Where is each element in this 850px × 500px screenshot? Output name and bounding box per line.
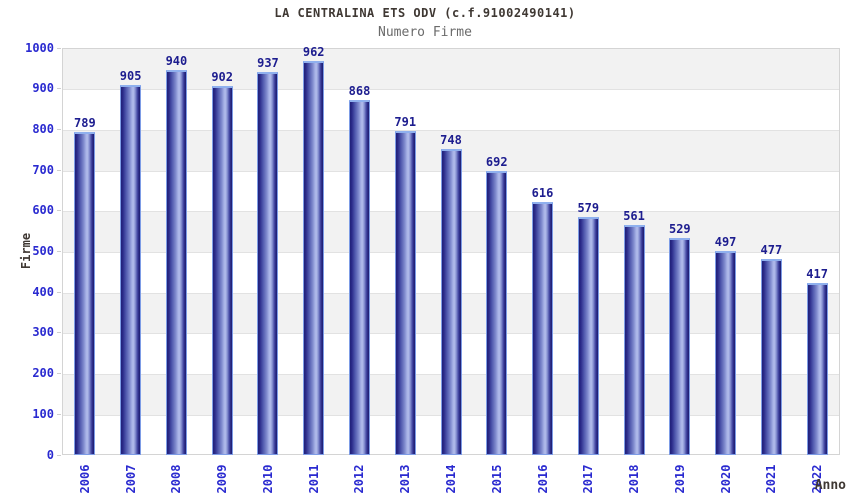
y-axis-tick [57,88,61,90]
bar [486,171,508,455]
bar-value-label: 791 [394,115,417,130]
bar-value-label: 937 [257,55,279,70]
x-tick-label: 2013 [398,464,413,494]
y-axis-tick [57,291,61,293]
bar [120,84,142,455]
bar-value-label: 940 [165,54,188,69]
bar [257,71,279,455]
y-tick-label: 100 [32,406,54,421]
bar-value-label: 417 [806,267,828,282]
bar-value-label: 789 [74,115,96,130]
x-tick-label: 2010 [260,464,275,494]
bar [211,85,233,455]
x-tick-label: 2007 [123,464,138,494]
y-axis-tick [57,373,61,375]
x-tick-label: 2011 [306,464,321,494]
bar-value-label: 616 [531,186,554,201]
y-tick-label: 1000 [25,40,54,55]
bar-value-label: 561 [623,208,645,223]
bar [669,237,691,455]
x-tick-label: 2021 [764,464,779,494]
y-axis-tick [57,210,61,212]
y-axis-tick [57,47,61,49]
bar-value-label: 529 [668,221,691,236]
y-tick-label: 800 [32,121,54,136]
y-axis-tick [57,332,61,334]
y-axis-tick [57,454,61,456]
bar [760,258,782,455]
bar [165,70,187,455]
bar [806,283,828,455]
grid-band [63,49,839,90]
grid-line [63,89,839,91]
bar [532,202,554,455]
chart-title: LA CENTRALINA ETS ODV (c.f.91002490141) [274,6,576,20]
bar-value-label: 497 [714,234,737,249]
bar [440,148,462,455]
y-tick-label: 200 [32,366,54,381]
x-tick-label: 2008 [169,464,184,494]
x-tick-label: 2020 [718,464,733,494]
y-axis-tick [57,251,61,252]
y-tick-label: 900 [32,81,54,96]
y-tick-label: 300 [32,325,54,340]
y-axis-tick [57,128,61,130]
bar [715,250,737,455]
x-tick-label: 2016 [535,464,550,494]
x-tick-label: 2019 [672,464,687,494]
bar-value-label: 868 [348,83,371,98]
x-tick-label: 2018 [627,464,642,494]
y-axis-tick [57,413,61,415]
x-tick-label: 2014 [444,464,458,494]
bar-value-label: 902 [211,69,234,84]
x-tick-label: 2017 [581,464,596,494]
bar [303,61,325,455]
bar-value-label: 579 [577,201,600,216]
bar-value-label: 692 [485,155,508,170]
x-tick-label: 2015 [489,464,504,494]
x-tick-label: 2009 [215,464,230,494]
bar [74,131,96,455]
x-axis-title: Anno [814,478,846,493]
x-tick-label: 2012 [352,464,367,494]
y-tick-label: 0 [46,447,54,462]
y-tick-label: 400 [32,284,54,299]
y-axis-title: Firme [19,232,33,270]
bar [623,224,645,455]
bar-value-label: 962 [302,45,325,60]
bar-value-label: 748 [440,132,462,147]
bar-value-label: 905 [119,68,142,83]
y-tick-label: 600 [32,203,54,218]
bar-value-label: 477 [760,242,783,257]
bar [577,217,599,455]
bar [348,99,370,455]
grid-line [63,129,839,131]
y-tick-label: 700 [32,162,54,177]
bar [394,131,416,455]
chart-subtitle: Numero Firme [378,25,472,40]
y-tick-label: 500 [32,244,54,258]
x-tick-label: 2006 [77,464,92,494]
y-axis-tick [57,169,61,171]
